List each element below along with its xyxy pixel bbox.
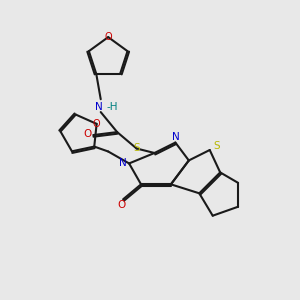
Text: O: O <box>93 119 101 129</box>
Text: N: N <box>172 132 179 142</box>
Text: S: S <box>133 143 140 153</box>
Text: O: O <box>83 129 92 139</box>
Text: -H: -H <box>106 102 118 112</box>
Text: S: S <box>213 141 220 152</box>
Text: O: O <box>118 200 126 210</box>
Text: O: O <box>104 32 112 42</box>
Text: N: N <box>95 102 103 112</box>
Text: N: N <box>119 158 126 168</box>
